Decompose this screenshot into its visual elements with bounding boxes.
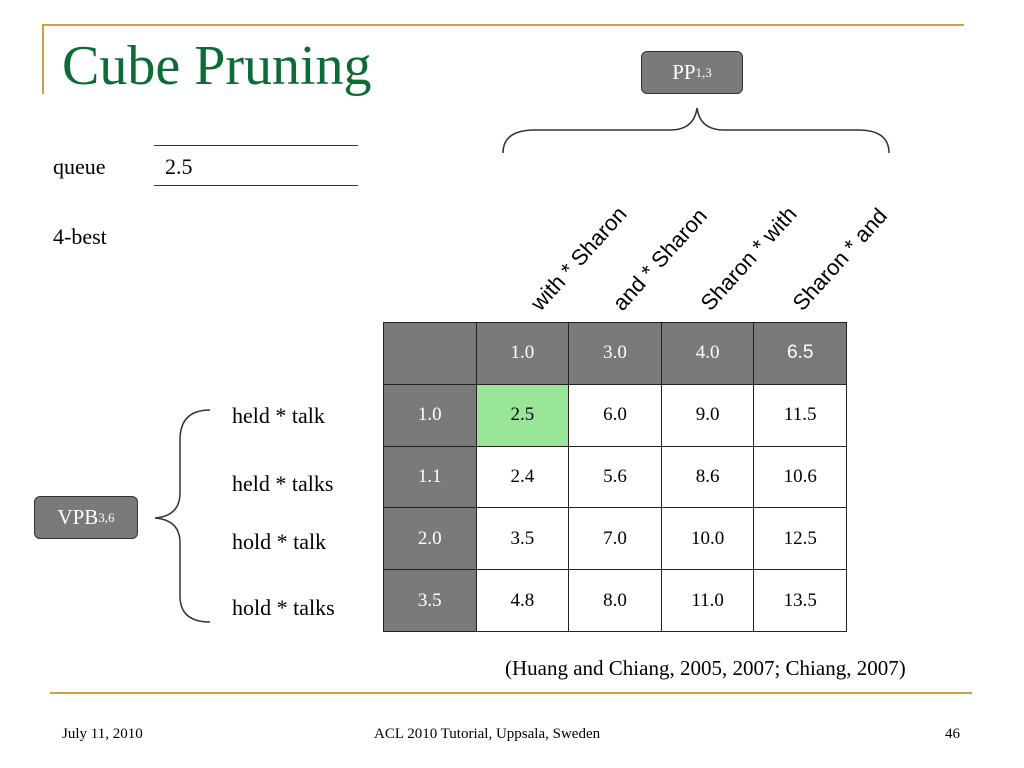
queue-box: 2.5 [154, 145, 358, 186]
vpb-node-sub: 3,6 [98, 509, 115, 525]
top-rule [42, 24, 964, 26]
queue-label: queue [53, 154, 106, 179]
citation: (Huang and Chiang, 2005, 2007; Chiang, 2… [505, 656, 906, 680]
row-label-held-talks: held * talks [232, 471, 334, 496]
grid-corner [384, 323, 477, 385]
grid-cell-highlighted: 2.5 [476, 384, 570, 447]
kbest-label: 4-best [53, 224, 107, 249]
grid-cell: 4.8 [476, 570, 570, 632]
row-score: 2.0 [384, 508, 477, 571]
grid-cell: 13.5 [754, 570, 847, 632]
left-rule [42, 24, 44, 94]
row-label-hold-talks: hold * talks [232, 595, 335, 620]
row-label-hold-talk: hold * talk [232, 529, 327, 554]
bottom-rule [50, 692, 972, 694]
grid-cell: 3.5 [476, 508, 570, 571]
slide-title: Cube Pruning [62, 35, 372, 97]
grid-cell: 2.4 [476, 446, 570, 509]
footer-date: July 11, 2010 [62, 726, 143, 742]
footer-venue: ACL 2010 Tutorial, Uppsala, Sweden [374, 726, 601, 742]
footer-page-number: 46 [945, 726, 960, 742]
grid-cell: 11.0 [661, 570, 755, 632]
row-label-held-talk: held * talk [232, 403, 325, 428]
col-score: 1.0 [476, 323, 570, 385]
grid-cell: 6.0 [569, 384, 662, 447]
grid-cell: 5.6 [569, 446, 662, 509]
pp-node-sub: 1,3 [695, 64, 712, 80]
grid-cell: 7.0 [569, 508, 662, 571]
pp-node: PP 1,3 [641, 51, 743, 94]
col-score: 4.0 [661, 323, 755, 385]
grid-cell: 9.0 [661, 384, 755, 447]
queue-value: 2.5 [165, 154, 193, 179]
grid-cell: 10.6 [754, 446, 847, 509]
score-grid: 1.0 3.0 4.0 6.5 1.0 2.5 6.0 9.0 11.5 1.1… [383, 322, 847, 632]
grid-cell: 10.0 [661, 508, 755, 571]
grid-cell: 8.0 [569, 570, 662, 632]
vpb-node-label: VPB [57, 505, 99, 529]
grid-cell: 12.5 [754, 508, 847, 571]
vpb-node: VPB 3,6 [34, 496, 138, 539]
col-score: 6.5 [754, 323, 847, 385]
grid-cell: 8.6 [661, 446, 755, 509]
row-score: 1.1 [384, 446, 477, 509]
col-score: 3.0 [569, 323, 662, 385]
row-score: 1.0 [384, 384, 477, 447]
grid-cell: 11.5 [754, 384, 847, 447]
row-score: 3.5 [384, 570, 477, 632]
pp-node-label: PP [672, 60, 696, 84]
